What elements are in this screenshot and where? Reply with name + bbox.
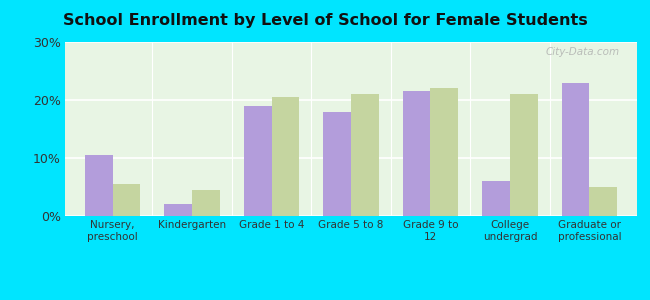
Bar	[164, 204, 192, 216]
Bar	[272, 97, 300, 216]
Bar	[85, 155, 112, 216]
Text: School Enrollment by Level of School for Female Students: School Enrollment by Level of School for…	[62, 14, 588, 28]
Bar	[510, 94, 538, 216]
Bar	[482, 181, 510, 216]
Bar	[351, 94, 379, 216]
Bar	[323, 112, 351, 216]
Bar	[590, 187, 617, 216]
Bar	[244, 106, 272, 216]
Bar	[112, 184, 140, 216]
Text: City-Data.com: City-Data.com	[546, 47, 620, 57]
Bar	[562, 82, 590, 216]
Bar	[430, 88, 458, 216]
Bar	[192, 190, 220, 216]
Bar	[402, 91, 430, 216]
